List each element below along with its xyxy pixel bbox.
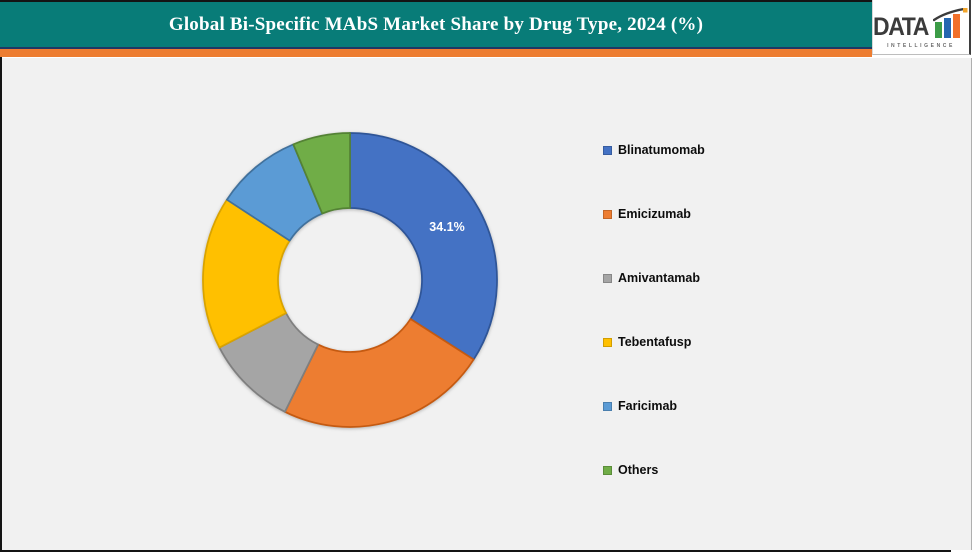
donut-segment-others <box>292 132 351 215</box>
logo-row: DATA <box>873 7 969 42</box>
legend-label: Faricimab <box>618 398 678 413</box>
datam-logo: DATA INTELLIGENCE <box>872 0 971 55</box>
logo-intelligence-text: INTELLIGENCE <box>887 42 955 49</box>
legend-label: Amivantamab <box>618 270 700 285</box>
header-bar: Global Bi-Specific MAbS Market Share by … <box>0 2 872 47</box>
chart-area: 34.1% Blinatumomab Emicizumab Amivantamab T… <box>2 58 972 550</box>
legend-item-others: Others <box>603 438 705 502</box>
orange-divider <box>0 49 872 57</box>
legend-label: Emicizumab <box>618 206 691 221</box>
legend-marker-icon <box>603 401 612 411</box>
left-border <box>0 47 2 550</box>
donut-segment-blinatumomab <box>349 132 498 361</box>
legend-label: Tebentafusp <box>618 334 692 349</box>
legend-marker-icon <box>603 209 612 219</box>
page-title: Global Bi-Specific MAbS Market Share by … <box>168 13 704 35</box>
legend-label: Others <box>618 462 659 477</box>
top-border <box>0 0 872 2</box>
legend-item-faricimab: Faricimab <box>603 374 705 438</box>
data-label-blinatumomab: 34.1% <box>429 220 464 234</box>
donut-segment-tebentafusp <box>202 198 291 349</box>
legend-marker-icon <box>603 145 612 155</box>
chart-legend: Blinatumomab Emicizumab Amivantamab Tebenta… <box>603 118 705 502</box>
legend-marker-icon <box>603 273 612 283</box>
donut-chart-container: 34.1% <box>200 130 500 430</box>
logo-text: DATA <box>873 12 929 41</box>
legend-item-emicizumab: Emicizumab <box>603 182 705 246</box>
logo-bars-arrow-icon <box>932 7 968 38</box>
donut-segment-emicizumab <box>284 318 475 428</box>
donut-chart: 34.1% <box>202 132 498 428</box>
bottom-border <box>0 550 951 552</box>
navy-divider <box>0 47 872 49</box>
legend-item-blinatumomab: Blinatumomab <box>603 118 705 182</box>
legend-marker-icon <box>603 465 612 475</box>
legend-item-amivantamab: Amivantamab <box>603 246 705 310</box>
legend-label: Blinatumomab <box>618 142 705 157</box>
legend-item-tebentafusp: Tebentafusp <box>603 310 705 374</box>
legend-marker-icon <box>603 337 612 347</box>
